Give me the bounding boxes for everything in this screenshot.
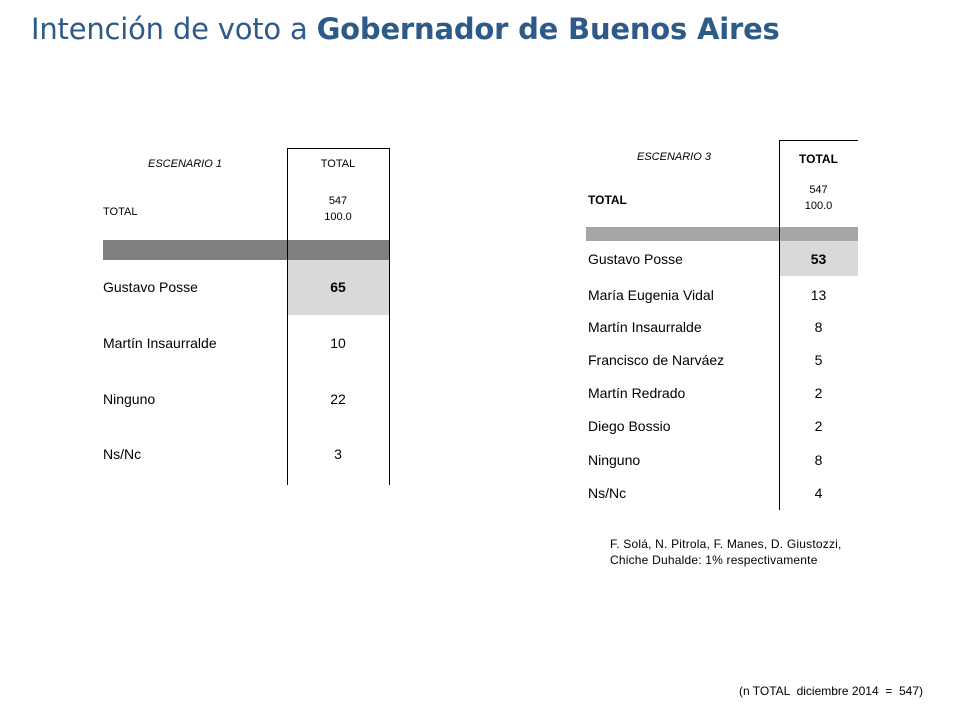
title-bold: Gobernador de Buenos Aires [316,12,780,46]
scenario-3-row-label: Gustavo Posse [588,251,683,267]
scenario-3-row-value: 5 [814,352,823,368]
scenario-3-row-label: Diego Bossio [588,418,671,434]
scenario-3-highlight-cell [779,241,858,276]
scenario-1-right-rule [389,148,390,485]
scenario-3-row-label: Ns/Nc [588,485,627,501]
scenario-3-row-value: 13 [810,287,827,303]
scenario-3-header-bar [586,227,858,241]
title-prefix: Intención de voto a [31,12,317,46]
scenario-1-row-value: 22 [330,391,346,407]
scenario-1-left-rule [287,148,288,485]
scenario-3-label: ESCENARIO 3 [637,151,711,163]
scenario-1-base-n: 547 [328,195,348,207]
scenario-3-top-border [779,140,858,141]
scenario-1-highlight-cell [287,260,389,315]
scenario-3-row-value: 8 [814,319,823,335]
scenario-3-note-line-1: F. Solá, N. Pitrola, F. Manes, D. Giusto… [610,537,842,551]
sample-footnote: (n TOTAL diciembre 2014 = 547) [739,684,923,698]
page-title: Intención de voto a Gobernador de Buenos… [31,12,780,46]
scenario-3-note-line-2: Chiche Duhalde: 1% respectivamente [610,553,818,567]
scenario-3-base-pct: 100.0 [804,200,833,212]
scenario-3-row-label: Ninguno [588,452,641,468]
scenario-3-row-value: 2 [814,418,823,434]
scenario-1-row-label: Gustavo Posse [103,279,198,295]
scenario-1-row-label: Ns/Nc [103,446,142,462]
scenario-1-row-label: Ninguno [103,391,156,407]
scenario-1-row-value: 3 [334,446,342,462]
scenario-3-row-label: Francisco de Narváez [588,352,725,368]
scenario-3-row-value: 8 [814,452,823,468]
scenario-3-row-label: Martín Redrado [588,385,686,401]
scenario-3-base-n: 547 [809,184,828,196]
scenario-1-header-bar [103,240,389,260]
scenario-3-row-label: Martín Insaurralde [588,319,702,335]
scenario-3-left-rule [779,140,780,510]
scenario-3-total-header: TOTAL [799,152,838,166]
scenario-3-row-label: María Eugenia Vidal [588,287,714,303]
scenario-3-total-row-label: TOTAL [588,193,627,207]
scenario-1-row-label: Martín Insaurralde [103,335,217,351]
scenario-1-row-value: 65 [330,279,346,295]
scenario-1-top-border [287,148,389,149]
scenario-1-label: ESCENARIO 1 [148,158,222,170]
scenario-1-base-pct: 100.0 [324,211,352,223]
scenario-3-row-value: 53 [810,251,827,267]
scenario-3-row-value: 4 [814,485,823,501]
scenario-1-row-value: 10 [330,335,346,351]
scenario-3-row-value: 2 [814,385,823,401]
scenario-1-total-header: TOTAL [320,158,356,170]
scenario-1-total-row-label: TOTAL [103,206,138,218]
